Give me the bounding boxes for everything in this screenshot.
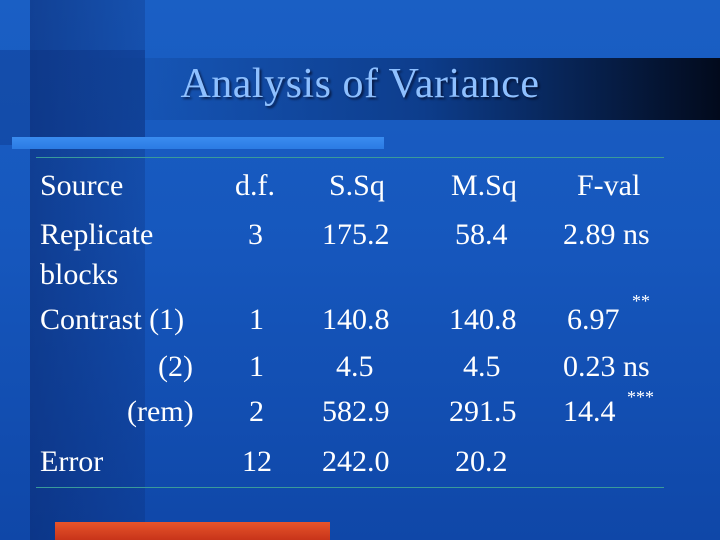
row-fval: 14.4 — [563, 395, 616, 428]
row-df: 1 — [249, 350, 264, 383]
row-msq: 291.5 — [449, 395, 517, 428]
row-msq: 58.4 — [455, 218, 508, 251]
row-df: 12 — [242, 445, 272, 478]
row-ssq: 582.9 — [322, 395, 390, 428]
significance-marker: *** — [627, 387, 654, 407]
row-msq: 140.8 — [449, 303, 517, 336]
title-underline — [12, 137, 384, 149]
row-fval: 0.23 ns — [563, 350, 650, 383]
row-source: Contrast (1) — [40, 303, 185, 336]
header-ssq: S.Sq — [329, 169, 385, 202]
row-ssq: 175.2 — [322, 218, 390, 251]
row-fval: 2.89 ns — [563, 218, 650, 251]
row-ssq: 242.0 — [322, 445, 390, 478]
row-source: Replicate — [40, 218, 154, 251]
header-fval: F-val — [577, 169, 641, 202]
header-msq: M.Sq — [451, 169, 517, 202]
row-msq: 20.2 — [455, 445, 508, 478]
significance-marker: ** — [632, 291, 650, 311]
row-source-cont: blocks — [40, 258, 119, 291]
slide-title: Analysis of Variance — [180, 61, 540, 107]
header-source: Source — [40, 169, 124, 202]
row-msq: 4.5 — [463, 350, 501, 383]
title-bar — [60, 58, 720, 120]
table-bottom-rule — [36, 487, 664, 488]
row-source: (2) — [158, 350, 193, 383]
row-df: 3 — [248, 218, 263, 251]
row-source: (rem) — [127, 395, 194, 428]
table-top-rule — [36, 157, 664, 158]
row-fval: 6.97 — [567, 303, 620, 336]
bottom-accent-bar — [55, 522, 330, 540]
row-ssq: 140.8 — [322, 303, 390, 336]
row-source: Error — [40, 445, 104, 478]
row-ssq: 4.5 — [336, 350, 374, 383]
row-df: 2 — [249, 395, 264, 428]
header-df: d.f. — [235, 169, 275, 202]
row-df: 1 — [249, 303, 264, 336]
